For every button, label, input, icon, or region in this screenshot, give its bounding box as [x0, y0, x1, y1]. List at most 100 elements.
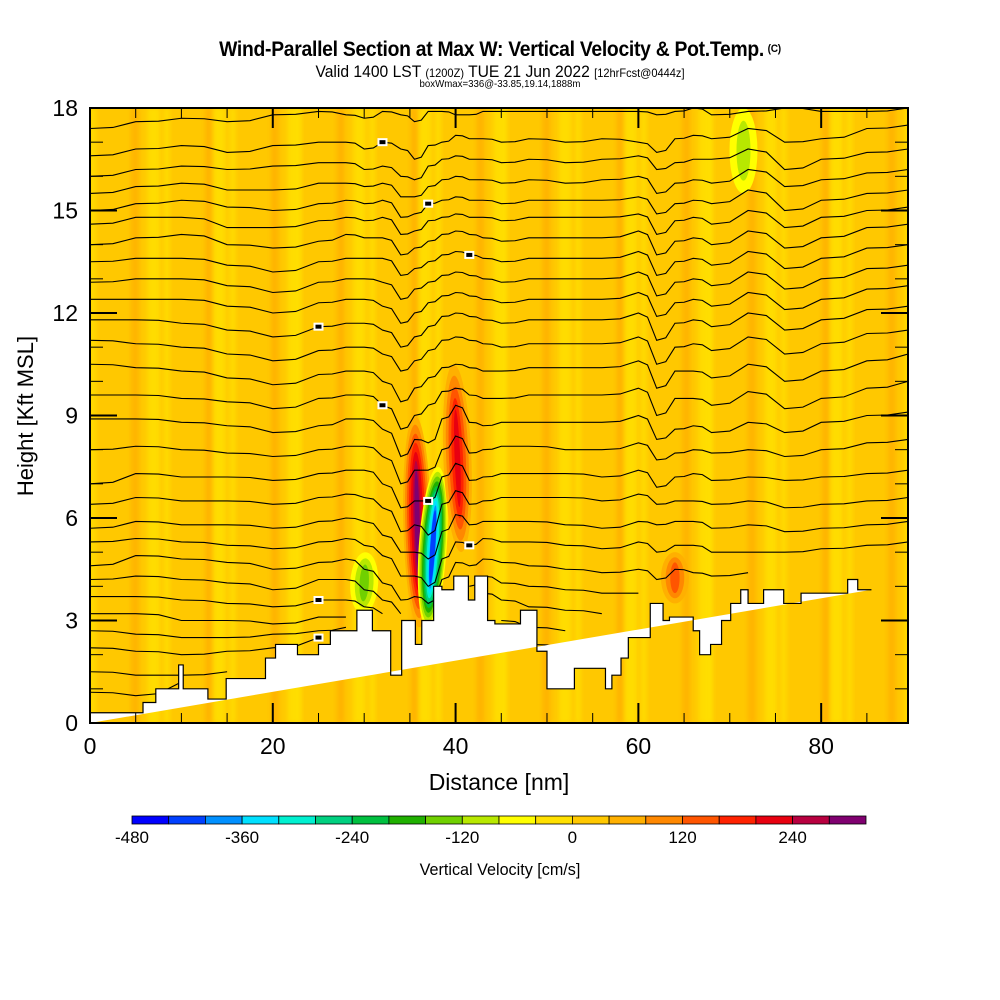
theta-contour-line [90, 490, 908, 536]
velocity-band [575, 108, 581, 723]
velocity-band [295, 108, 302, 723]
valid-date: TUE 21 Jun 2022 [468, 62, 590, 81]
colorbar-segment [828, 815, 867, 825]
colorbar-tick-label: 120 [668, 828, 696, 847]
velocity-band [616, 108, 625, 723]
contour-label-glyph [379, 140, 386, 145]
y-tick-label: 12 [52, 300, 78, 326]
velocity-band [369, 108, 376, 723]
feature-weak-updraft [660, 552, 689, 604]
colorbar-segment [131, 815, 170, 825]
y-tick-label: 9 [65, 403, 78, 429]
theta-contour-line [90, 596, 383, 615]
theta-contour-line [90, 285, 908, 324]
contour-label-glyph [466, 252, 473, 257]
velocity-band [501, 108, 507, 723]
y-tick-label: 18 [52, 95, 78, 121]
theta-contour-line [90, 613, 346, 625]
colorbar-tick-label: -120 [445, 828, 479, 847]
colorbar-segment [351, 815, 390, 825]
velocity-band [336, 108, 345, 723]
x-tick-label: 0 [84, 733, 97, 759]
chart-title: Wind-Parallel Section at Max W: Vertical… [40, 38, 960, 62]
velocity-band [131, 108, 139, 723]
velocity-band [213, 108, 226, 723]
contour-label-glyph [425, 201, 432, 206]
title-text: Wind-Parallel Section at Max W: Vertical… [219, 38, 764, 61]
contour-label-glyph [315, 635, 322, 640]
x-tick-label: 40 [443, 733, 469, 759]
theta-contour-line [90, 555, 749, 605]
copyright-mark: (C) [767, 43, 782, 55]
plot-area [90, 108, 908, 723]
feature-level [359, 564, 369, 602]
forecast-info: [12hrFcst@0444z] [594, 66, 685, 80]
theta-contour-line [90, 244, 908, 277]
colorbar-segment [572, 815, 610, 825]
y-tick-label: 15 [52, 198, 78, 224]
feature-level [453, 409, 461, 508]
colorbar-segment [461, 815, 500, 825]
colorbar-tick-label: -480 [115, 828, 149, 847]
velocity-band [542, 108, 551, 723]
colorbar-segment [388, 815, 426, 825]
contour-label-glyph [466, 543, 473, 548]
theta-contour-line [90, 305, 908, 348]
box-max-info: boxWmax=336@-33.85,19.14,1888m [419, 78, 581, 90]
velocity-band [164, 108, 170, 723]
theta-contour-line [90, 264, 908, 300]
theta-contour-line [90, 626, 347, 639]
velocity-band [205, 108, 213, 723]
theta-contour-line [90, 206, 908, 236]
theta-contour-line [90, 353, 908, 403]
colorbar-segment [755, 815, 794, 825]
colorbar-segment [645, 815, 683, 825]
colorbar-segment [718, 815, 757, 825]
x-tick-labels: 0 20 40 60 80 [84, 733, 834, 759]
velocity-band [822, 108, 830, 723]
velocity-band [476, 108, 485, 723]
theta-contour-line [90, 462, 908, 509]
feature-level [670, 562, 680, 594]
velocity-band [748, 108, 756, 723]
colorbar-tick-label: -240 [335, 828, 369, 847]
x-tick-label: 60 [626, 733, 652, 759]
colorbar-segment [168, 815, 206, 825]
velocity-band [229, 108, 236, 723]
feature-level [414, 469, 420, 573]
theta-contour-line [90, 148, 908, 181]
velocity-band [846, 108, 853, 723]
theta-contour-line [90, 168, 908, 198]
velocity-band [780, 108, 787, 723]
colorbar-segment [204, 815, 243, 825]
theta-contour-line [90, 124, 908, 160]
theta-contour-line [90, 189, 908, 218]
colorbar-segment [535, 815, 573, 825]
velocity-band [147, 108, 160, 723]
theta-contour-line [90, 223, 908, 256]
y-tick-label: 0 [65, 710, 78, 736]
x-tick-label: 20 [260, 733, 286, 759]
feature-downdraft [417, 466, 448, 628]
velocity-band [682, 108, 691, 723]
velocity-band [270, 108, 279, 723]
theta-contour-line [90, 108, 908, 130]
theta-contour-line [90, 513, 908, 560]
velocity-band [641, 108, 647, 723]
valid-time: Valid 1400 LST [315, 62, 421, 81]
colorbar-segment [315, 815, 353, 825]
colorbar-segment [425, 815, 463, 825]
y-tick-label: 6 [65, 505, 78, 531]
colorbar [131, 815, 867, 825]
theta-contour-line [90, 380, 908, 430]
contour-label-glyph [425, 498, 432, 503]
theta-contour-line [90, 404, 908, 458]
velocity-band [764, 108, 777, 723]
colorbar-segment [608, 815, 647, 825]
velocity-band [435, 108, 441, 723]
x-axis-label: Distance [nm] [429, 769, 570, 795]
colorbar-segment [792, 815, 830, 825]
colorbar-segment [682, 815, 720, 825]
colorbar-segment [241, 815, 280, 825]
